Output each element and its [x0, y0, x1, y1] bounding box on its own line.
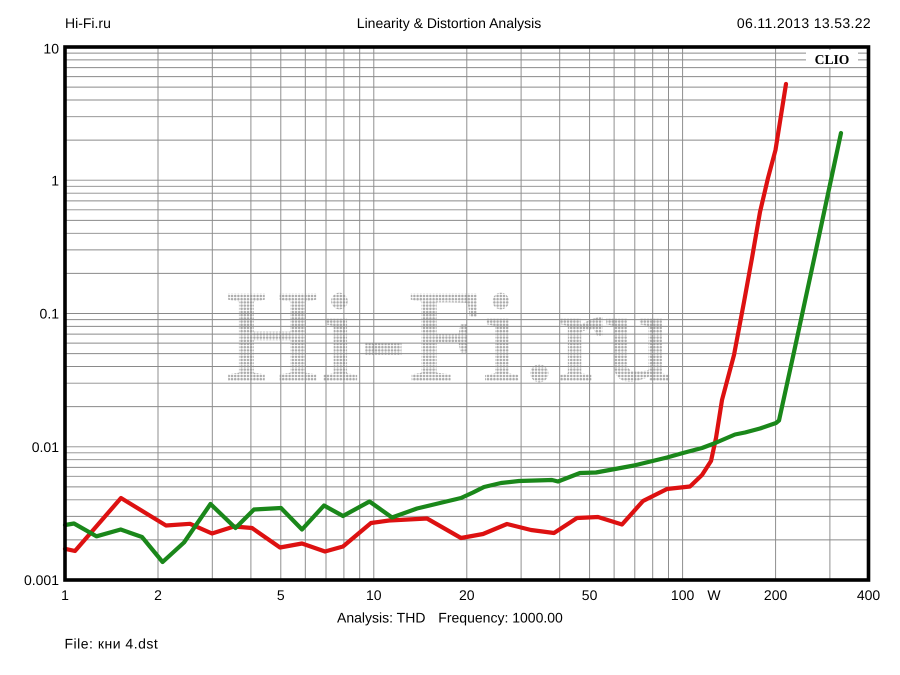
svg-text:1: 1 [61, 587, 69, 603]
svg-text:Analysis: THD: Analysis: THD [337, 610, 425, 626]
svg-text:0.1: 0.1 [40, 306, 60, 322]
svg-text:06.11.2013 13.53.22: 06.11.2013 13.53.22 [737, 15, 871, 31]
svg-text:File: кни 4.dst: File: кни 4.dst [65, 636, 159, 652]
svg-text:100: 100 [671, 587, 695, 603]
svg-text:10: 10 [366, 587, 382, 603]
svg-text:10: 10 [43, 40, 59, 56]
svg-text:200: 200 [764, 587, 788, 603]
svg-text:2: 2 [154, 587, 162, 603]
svg-text:50: 50 [582, 587, 598, 603]
svg-text:0.001: 0.001 [24, 572, 59, 588]
svg-text:Hi-Fi.ru: Hi-Fi.ru [226, 265, 674, 407]
svg-text:Hi-Fi.ru: Hi-Fi.ru [65, 15, 111, 31]
svg-text:CLIO: CLIO [815, 52, 850, 67]
svg-text:400: 400 [857, 587, 881, 603]
svg-text:0.01: 0.01 [32, 439, 59, 455]
svg-text:W: W [707, 587, 721, 603]
svg-text:Frequency: 1000.00: Frequency: 1000.00 [438, 610, 563, 626]
svg-text:20: 20 [459, 587, 475, 603]
svg-text:5: 5 [277, 587, 285, 603]
svg-text:Linearity & Distortion Analysi: Linearity & Distortion Analysis [357, 15, 541, 31]
svg-text:1: 1 [51, 172, 59, 188]
